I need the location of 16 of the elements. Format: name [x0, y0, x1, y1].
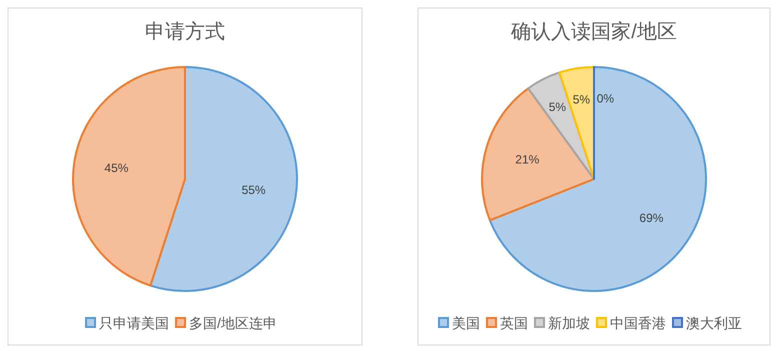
- data-label: 5%: [572, 92, 590, 106]
- data-label: 21%: [515, 152, 540, 167]
- legend-label: 中国香港: [610, 315, 666, 331]
- legend-label: 澳大利亚: [686, 315, 742, 331]
- data-label: 69%: [639, 211, 664, 226]
- legend-label: 新加坡: [548, 315, 590, 331]
- chart-title: 申请方式: [145, 20, 225, 43]
- data-label: 45%: [104, 161, 129, 176]
- legend-label: 美国: [452, 315, 480, 331]
- data-label: 5%: [548, 100, 566, 114]
- data-label: 55%: [242, 182, 266, 197]
- text: 0%: [596, 91, 614, 106]
- legend-label: 只申请美国: [99, 315, 170, 331]
- legend-label: 多国/地区连申: [189, 315, 277, 331]
- chart-title: 确认入读国家/地区: [510, 21, 677, 43]
- legend-label: 英国: [500, 315, 528, 331]
